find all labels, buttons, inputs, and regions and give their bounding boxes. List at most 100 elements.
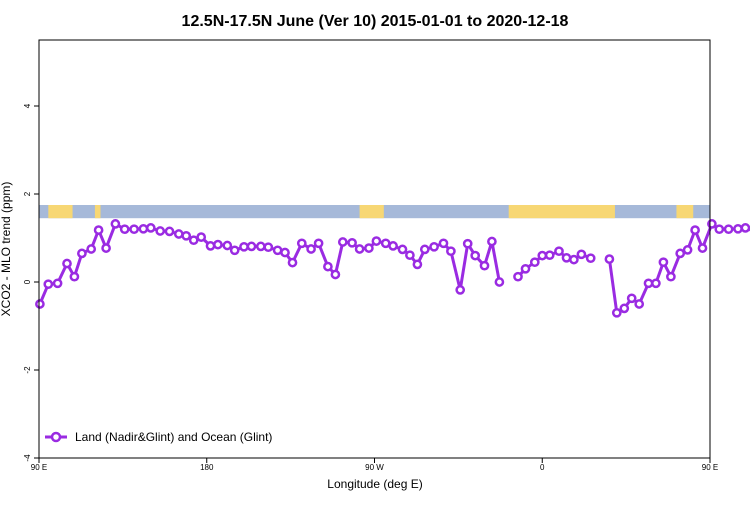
data-point: [43, 279, 54, 290]
data-point: [513, 271, 523, 282]
data-point: [529, 257, 540, 268]
data-point: [397, 244, 408, 255]
data-point: [330, 269, 341, 280]
data-point: [455, 285, 466, 295]
data-point: [470, 250, 481, 261]
data-point: [666, 271, 676, 282]
data-point: [35, 299, 45, 309]
data-point: [682, 245, 693, 255]
x-tick-label: 0: [540, 463, 545, 472]
plot-frame: [38, 39, 711, 459]
data-point: [77, 248, 87, 259]
band-land-segment: [94, 205, 101, 219]
data-point: [272, 245, 283, 256]
data-point: [487, 236, 497, 247]
data-point: [306, 244, 316, 254]
data-point: [164, 226, 175, 237]
data-point: [380, 238, 391, 249]
series-line: [38, 222, 501, 305]
data-point: [697, 243, 708, 253]
data-point: [494, 277, 505, 287]
data-point: [604, 254, 615, 264]
data-point: [110, 219, 121, 229]
data-point: [62, 258, 72, 269]
data-point: [229, 245, 240, 256]
data-point: [296, 238, 307, 249]
band-land-segment: [48, 205, 73, 219]
data-point: [714, 224, 725, 235]
y-tick-label: 0: [23, 279, 32, 284]
data-point: [733, 223, 743, 234]
x-tick-label: 90 W: [365, 463, 384, 472]
data-point: [619, 303, 630, 314]
data-point: [255, 241, 266, 252]
legend: Land (Nadir&Glint) and Ocean (Glint): [45, 430, 272, 444]
data-point: [723, 224, 734, 235]
data-point: [222, 240, 233, 251]
x-tick-label: 90 E: [702, 463, 718, 472]
data-point: [101, 243, 111, 253]
data-point: [52, 278, 63, 289]
data-point: [520, 263, 531, 274]
data-point: [155, 226, 166, 236]
data-point: [634, 299, 645, 309]
data-point: [429, 241, 439, 252]
data-point: [188, 235, 199, 246]
band-land-segment: [359, 205, 384, 219]
data-point: [585, 253, 596, 264]
data-point: [93, 225, 104, 235]
data-point: [347, 237, 357, 248]
data-point: [119, 224, 130, 235]
band-land-segment: [676, 205, 694, 219]
data-point: [405, 250, 415, 261]
data-point: [213, 239, 223, 250]
data-point: [740, 223, 750, 233]
data-point: [138, 223, 149, 234]
y-tick-label: 2: [23, 191, 32, 196]
data-point: [388, 241, 398, 251]
x-axis: 90 E 180 90 W 0 90 E: [31, 458, 718, 472]
data-point: [69, 271, 80, 282]
data-point: [205, 241, 216, 251]
data-point: [643, 278, 654, 289]
data-point: [354, 244, 365, 254]
data-point: [446, 246, 456, 257]
x-tick-label: 90 E: [31, 463, 47, 472]
data-point: [658, 257, 669, 268]
data-point: [412, 259, 423, 270]
x-tick-label: 180: [200, 463, 214, 472]
land-ocean-band: [39, 205, 710, 219]
data-point: [173, 229, 184, 239]
band-land-segment: [508, 205, 615, 219]
y-axis: -4 -2 0 2 4: [23, 103, 39, 462]
legend-entry-label: Land (Nadir&Glint) and Ocean (Glint): [75, 430, 272, 444]
data-point: [313, 238, 324, 249]
series-layer: [35, 219, 750, 318]
data-point: [129, 224, 139, 235]
data-point: [239, 241, 249, 252]
data-point: [611, 307, 622, 318]
data-point: [554, 246, 564, 257]
legend-marker-swatch: [50, 431, 62, 443]
data-point: [263, 242, 274, 253]
data-point: [569, 254, 579, 265]
x-axis-label: Longitude (deg E): [327, 477, 422, 491]
data-point: [462, 238, 473, 249]
data-point: [626, 293, 637, 304]
data-point: [707, 219, 717, 229]
data-point: [337, 237, 348, 247]
chart-title: 12.5N-17.5N June (Ver 10) 2015-01-01 to …: [182, 13, 569, 30]
data-point: [181, 230, 192, 241]
data-point: [651, 278, 661, 289]
y-tick-label: 4: [23, 103, 32, 108]
y-tick-label: -4: [23, 454, 32, 462]
data-point: [246, 241, 257, 252]
data-point: [438, 238, 449, 249]
data-point: [196, 232, 207, 242]
y-tick-label: -2: [23, 366, 32, 374]
data-point: [479, 260, 490, 271]
data-point: [364, 243, 374, 253]
data-point: [280, 247, 290, 258]
data-point: [690, 225, 700, 235]
